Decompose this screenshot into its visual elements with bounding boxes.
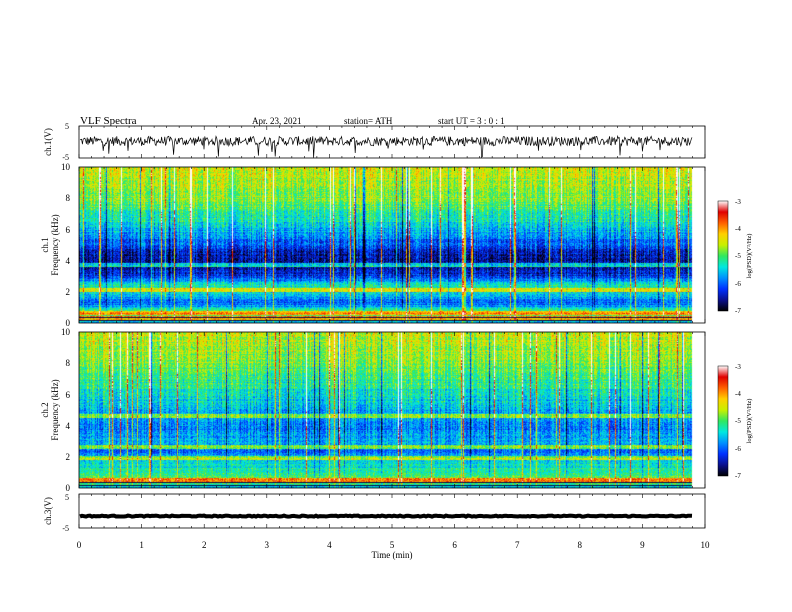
ch1-waveform-trace	[79, 134, 693, 159]
ch2-spectrogram-panel: 0 2 4 6 8 10 ch.2 Frequency (kHz)	[40, 327, 706, 493]
ch2-cb-tick-3: -3	[735, 363, 741, 371]
ch2-frequency-label: Frequency (kHz)	[50, 379, 60, 440]
ch1-ytick-10: 10	[61, 162, 71, 172]
xtick-5: 5	[390, 540, 395, 550]
ch3-ytick-top: 5	[65, 493, 69, 502]
ch2-cb-tick-5: -5	[735, 417, 741, 425]
ch1-ytick-bottom: -5	[62, 153, 69, 162]
ch1-cb-tick-6: -6	[735, 280, 741, 288]
ch2-ytick-10: 10	[61, 327, 71, 337]
xtick-10: 10	[701, 540, 711, 550]
ch1-waveform-ylabel: ch.1(V)	[43, 128, 53, 156]
ch2-spectrogram-image	[79, 332, 705, 488]
ch2-ytick-4: 4	[66, 421, 71, 431]
ch1-cb-tick-3: -3	[735, 198, 741, 206]
ch1-ytick-2: 2	[66, 287, 71, 297]
ch1-colorbar: -3 -4 -5 -6 -7 log(PSD)(V²/Hz)	[717, 198, 753, 315]
station-label: station= ATH	[344, 116, 393, 126]
xtick-6: 6	[452, 540, 457, 550]
date-label: Apr. 23, 2021	[252, 116, 302, 126]
ch3-waveform-ylabel: ch.3(V)	[43, 497, 53, 525]
ch1-ytick-4: 4	[66, 256, 71, 266]
ch2-channel-label: ch.2	[40, 402, 50, 417]
ch1-ytick-6: 6	[66, 225, 71, 235]
ch2-cb-tick-4: -4	[735, 390, 741, 398]
ch3-ytick-bottom: -5	[62, 524, 69, 533]
ch3-waveform-trace	[79, 513, 693, 519]
xtick-3: 3	[265, 540, 270, 550]
ch2-cb-tick-6: -6	[735, 445, 741, 453]
ch1-waveform-ticks	[78, 126, 706, 158]
ch2-colorbar-scale	[717, 365, 729, 477]
xtick-4: 4	[327, 540, 332, 550]
ch2-ytick-6: 6	[66, 390, 71, 400]
ch1-cb-tick-4: -4	[735, 225, 741, 233]
ch1-cb-tick-7: -7	[735, 307, 741, 315]
ch1-ytick-top: 5	[65, 122, 69, 131]
ch2-ytick-2: 2	[66, 452, 71, 462]
xtick-1: 1	[139, 540, 144, 550]
ch3-waveform-frame	[78, 493, 706, 529]
ch2-colorbar: -3 -4 -5 -6 -7 log(PSD)(V²/Hz)	[717, 363, 753, 480]
ch1-cb-tick-5: -5	[735, 252, 741, 260]
ch1-ytick-0: 0	[66, 318, 71, 328]
start-time-label: start UT = 3 : 0 : 1	[438, 116, 505, 126]
ch2-spectrogram-ticks	[78, 332, 706, 488]
xtick-8: 8	[578, 540, 583, 550]
ch1-colorbar-scale	[717, 200, 729, 312]
ch1-spectrogram-ticks	[78, 167, 706, 323]
xtick-9: 9	[640, 540, 645, 550]
figure-title: VLF Spectra	[80, 115, 137, 127]
xtick-7: 7	[515, 540, 520, 550]
ch3-waveform-ticks	[78, 494, 706, 528]
ch2-cb-tick-7: -7	[735, 472, 741, 480]
ch1-channel-label: ch.1	[40, 237, 50, 252]
ch2-colorbar-label: log(PSD)(V²/Hz)	[746, 399, 753, 444]
xtick-2: 2	[202, 540, 207, 550]
ch1-colorbar-label: log(PSD)(V²/Hz)	[746, 234, 753, 279]
ch1-spectrogram-panel: 0 2 4 6 8 10 ch.1 Frequency (kHz)	[40, 162, 706, 328]
ch2-ytick-8: 8	[66, 358, 71, 368]
ch1-waveform-panel: 5 -5 ch.1(V)	[43, 122, 706, 162]
ch1-spectrogram-image	[79, 167, 705, 323]
xtick-0: 0	[77, 540, 82, 550]
ch3-waveform-panel: 5 -5 ch.3(V)	[43, 493, 706, 533]
ch1-frequency-label: Frequency (kHz)	[50, 214, 60, 275]
time-axis-label: Time (min)	[372, 550, 413, 560]
ch2-ytick-0: 0	[66, 483, 71, 493]
time-axis: 0 1 2 3 4 5 6 7 8 9 10 Time (min)	[77, 540, 710, 560]
ch1-ytick-8: 8	[66, 193, 71, 203]
